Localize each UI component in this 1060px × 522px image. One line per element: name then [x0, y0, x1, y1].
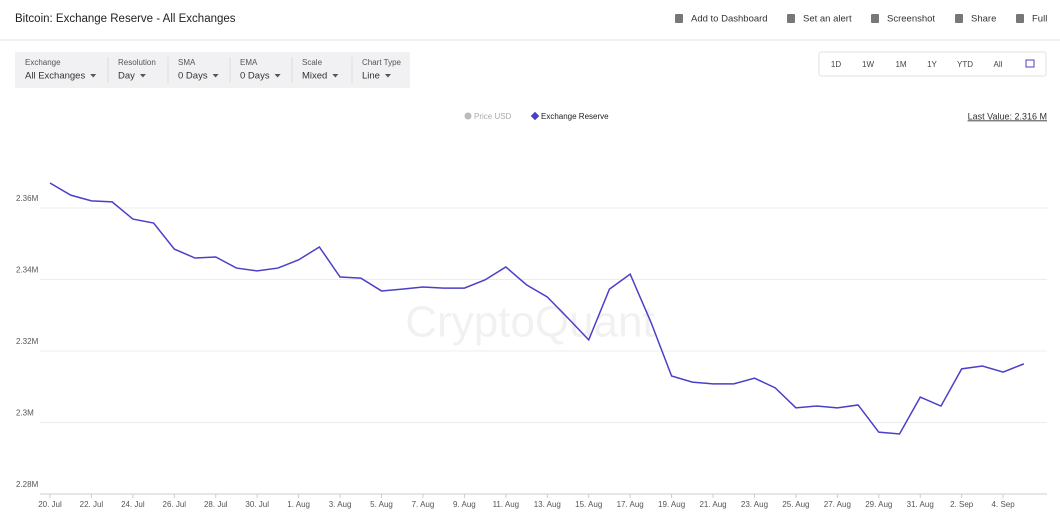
- action-icon: [955, 14, 963, 23]
- x-tick-label: 1. Aug: [287, 500, 310, 509]
- action-button[interactable]: Add to Dashboard: [691, 14, 768, 25]
- filter-label: Exchange: [25, 58, 61, 67]
- y-tick-label: 2.28M: [16, 480, 39, 489]
- range-button[interactable]: 1D: [831, 60, 841, 69]
- y-tick-label: 2.3M: [16, 409, 34, 418]
- y-tick-label: 2.34M: [16, 266, 39, 275]
- x-tick-label: 11. Aug: [493, 500, 520, 509]
- x-tick-label: 24. Jul: [121, 500, 145, 509]
- dropdown-arrow: [139, 74, 146, 78]
- x-tick-label: 19. Aug: [658, 500, 685, 509]
- action-icon: [1016, 14, 1024, 23]
- x-tick-label: 4. Sep: [992, 500, 1016, 509]
- range-button[interactable]: 1Y: [927, 60, 937, 69]
- filter-label: SMA: [178, 58, 196, 67]
- filter-label: EMA: [240, 58, 258, 67]
- filter-value[interactable]: Mixed: [302, 71, 327, 82]
- legend-diamond: [530, 111, 540, 121]
- y-tick-label: 2.32M: [16, 337, 39, 346]
- action-button[interactable]: Share: [971, 14, 996, 25]
- legend-dot: [464, 112, 472, 120]
- dropdown-arrow: [384, 74, 391, 78]
- x-tick-label: 7. Aug: [412, 500, 435, 509]
- action-icon: [871, 14, 879, 23]
- x-tick-label: 23. Aug: [741, 500, 768, 509]
- action-button[interactable]: Set an alert: [803, 14, 852, 25]
- page-title: Bitcoin: Exchange Reserve - All Exchange…: [15, 13, 236, 25]
- x-tick-label: 15. Aug: [575, 500, 602, 509]
- range-button[interactable]: YTD: [957, 60, 973, 69]
- range-button[interactable]: 1M: [895, 60, 906, 69]
- range-bar: [818, 51, 1047, 77]
- filter-value[interactable]: 0 Days: [240, 71, 270, 82]
- x-tick-label: 2. Sep: [950, 500, 974, 509]
- filter-value[interactable]: All Exchanges: [25, 71, 85, 82]
- action-button[interactable]: Screenshot: [887, 14, 935, 25]
- dropdown-arrow: [332, 74, 339, 78]
- range-button[interactable]: All: [994, 60, 1003, 69]
- filter-value[interactable]: Line: [362, 71, 380, 82]
- filter-value[interactable]: Day: [118, 71, 135, 82]
- x-tick-label: 30. Jul: [245, 500, 269, 509]
- x-tick-label: 27. Aug: [824, 500, 851, 509]
- x-tick-label: 17. Aug: [617, 500, 644, 509]
- x-tick-label: 31. Aug: [907, 500, 934, 509]
- data-line: [49, 182, 1025, 435]
- x-tick-label: 25. Aug: [782, 500, 809, 509]
- x-tick-label: 26. Jul: [163, 500, 187, 509]
- action-button[interactable]: Full: [1032, 14, 1047, 25]
- x-tick-label: 22. Jul: [80, 500, 104, 509]
- legend-entry[interactable]: Exchange Reserve: [541, 112, 609, 121]
- dropdown-arrow: [274, 74, 281, 78]
- x-tick-label: 20. Jul: [38, 500, 62, 509]
- x-tick-label: 29. Aug: [865, 500, 892, 509]
- filter-label: Scale: [302, 58, 323, 67]
- legend-entry[interactable]: Price USD: [474, 112, 512, 121]
- x-tick-label: 3. Aug: [329, 500, 352, 509]
- dropdown-arrow: [90, 74, 97, 78]
- filter-bar: [15, 52, 410, 88]
- x-tick-label: 28. Jul: [204, 500, 228, 509]
- action-icon: [787, 14, 795, 23]
- calendar-button[interactable]: [1025, 59, 1035, 68]
- action-icon: [675, 14, 683, 23]
- watermark: CryptoQuant: [405, 298, 654, 347]
- filter-label: Chart Type: [362, 58, 402, 67]
- range-button[interactable]: 1W: [862, 60, 874, 69]
- dropdown-arrow: [212, 74, 219, 78]
- y-tick-label: 2.36M: [16, 194, 39, 203]
- x-tick-label: 13. Aug: [534, 500, 561, 509]
- x-tick-label: 21. Aug: [699, 500, 726, 509]
- last-value: Last Value: 2.316 M: [968, 111, 1047, 121]
- x-tick-label: 9. Aug: [453, 500, 476, 509]
- filter-label: Resolution: [118, 58, 156, 67]
- x-tick-label: 5. Aug: [370, 500, 393, 509]
- filter-value[interactable]: 0 Days: [178, 71, 208, 82]
